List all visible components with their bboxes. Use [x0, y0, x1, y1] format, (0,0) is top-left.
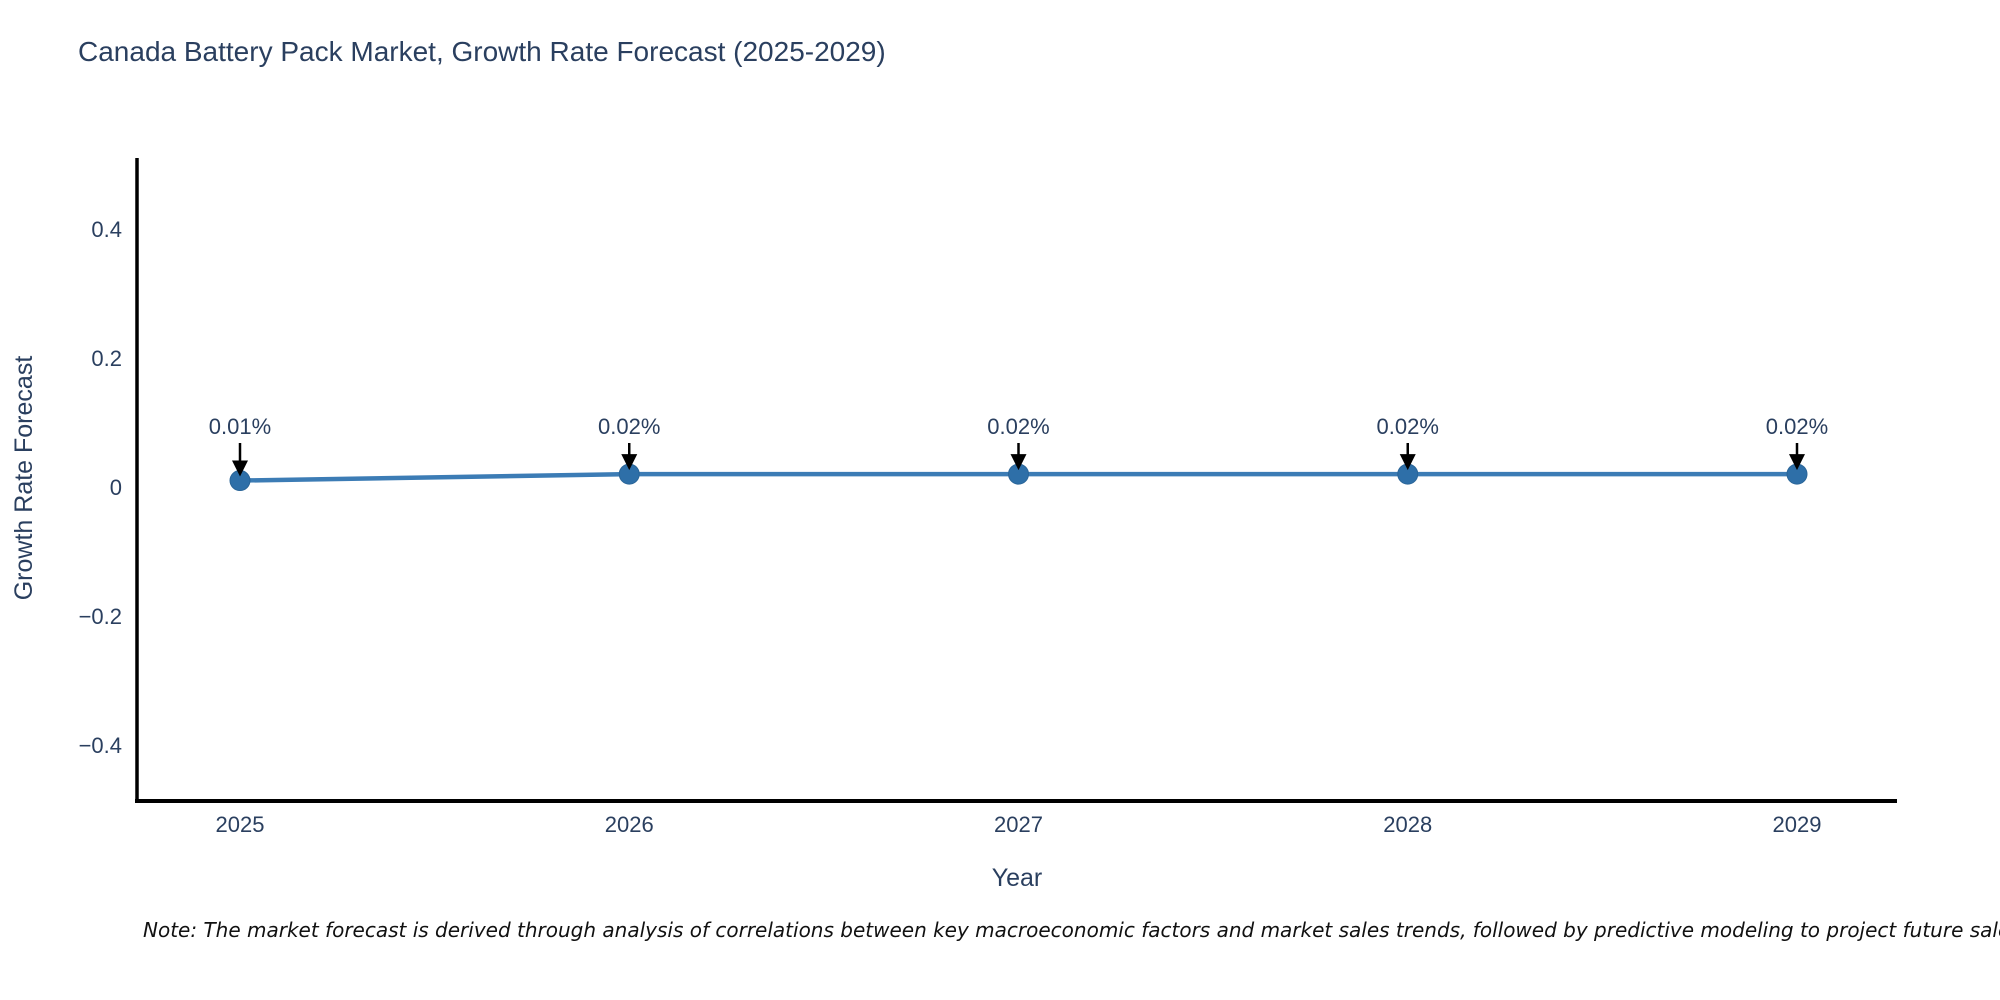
annotation-value-label: 0.02% [1377, 414, 1439, 439]
chart-footnote: Note: The market forecast is derived thr… [143, 918, 2000, 942]
x-tick-label: 2028 [1383, 812, 1432, 837]
x-axis-title: Year [992, 864, 1043, 892]
x-tick-label: 2026 [605, 812, 654, 837]
y-axis-title: Growth Rate Forecast [10, 356, 38, 601]
chart-title: Canada Battery Pack Market, Growth Rate … [78, 36, 886, 67]
x-tick-label: 2025 [216, 812, 265, 837]
x-tick-label: 2029 [1773, 812, 1822, 837]
annotation-value-label: 0.02% [598, 414, 660, 439]
data-annotation: 0.02% [598, 414, 660, 471]
annotation-arrowhead-icon [1789, 454, 1805, 471]
x-tick-label: 2027 [994, 812, 1043, 837]
y-tick-label: −0.2 [79, 604, 122, 629]
annotation-value-label: 0.02% [1766, 414, 1828, 439]
data-annotation: 0.02% [1766, 414, 1828, 471]
data-annotation: 0.01% [209, 414, 271, 477]
y-tick-label: −0.4 [79, 733, 122, 758]
data-annotation: 0.02% [1377, 414, 1439, 471]
annotation-arrowhead-icon [1399, 454, 1416, 471]
y-tick-label: 0.4 [91, 217, 122, 242]
annotation-arrowhead-icon [1010, 454, 1027, 471]
annotation-value-label: 0.01% [209, 414, 271, 439]
annotation-arrowhead-icon [621, 454, 638, 471]
data-annotation: 0.02% [987, 414, 1050, 471]
annotation-value-label: 0.02% [987, 414, 1049, 439]
annotation-arrowhead-icon [232, 460, 248, 477]
y-tick-label: 0 [110, 475, 122, 500]
y-tick-label: 0.2 [91, 346, 122, 371]
